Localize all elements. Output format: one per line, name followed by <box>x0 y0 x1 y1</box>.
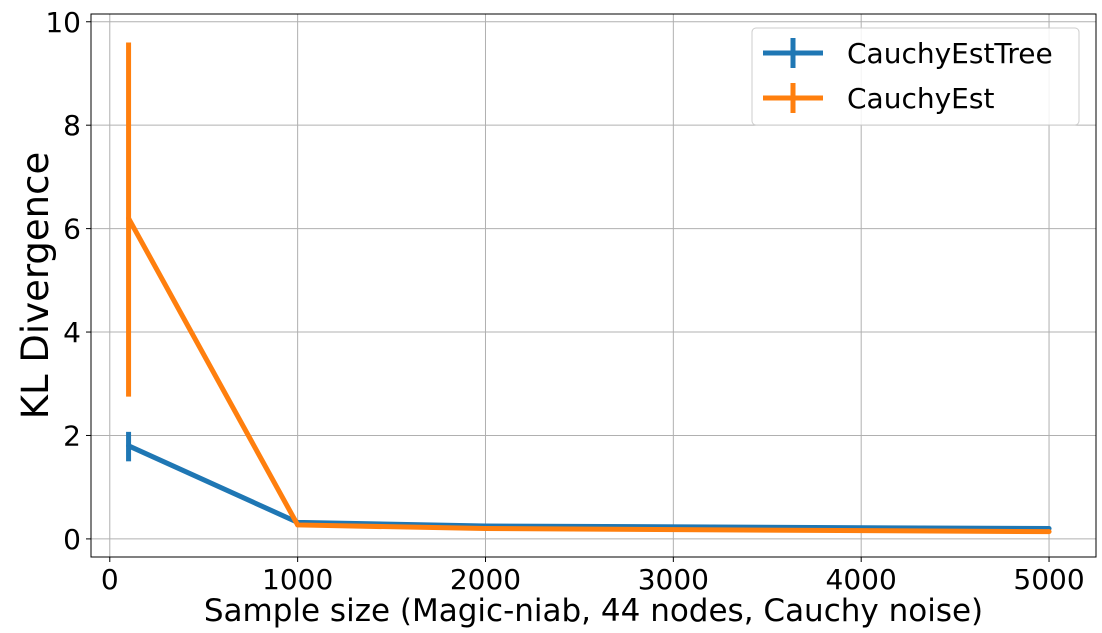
legend-box <box>751 27 1080 126</box>
data-point <box>295 522 301 528</box>
legend-label: CauchyEst <box>847 82 994 115</box>
y-tick-label: 4 <box>63 316 81 349</box>
x-tick-label: 3000 <box>638 563 709 596</box>
y-tick-label: 10 <box>45 6 81 39</box>
x-tick-label: 1000 <box>262 563 333 596</box>
legend-label: CauchyEstTree <box>847 37 1053 70</box>
data-point <box>1046 529 1052 535</box>
axis-ticks: 0 1000 2000 3000 4000 5000 0 2 4 6 8 10 <box>45 6 1084 596</box>
y-tick-label: 2 <box>63 419 81 452</box>
y-axis-title: KL Divergence <box>14 152 57 419</box>
data-point <box>126 443 132 449</box>
x-tick-label: 0 <box>101 563 119 596</box>
y-tick-label: 8 <box>63 109 81 142</box>
y-tick-label: 0 <box>63 523 81 556</box>
data-point <box>482 526 488 532</box>
x-tick-label: 2000 <box>450 563 521 596</box>
series-line <box>127 443 1050 532</box>
series-CauchyEst <box>126 42 1052 535</box>
data-point <box>126 215 132 221</box>
x-tick-label: 5000 <box>1013 563 1084 596</box>
legend: CauchyEstTree CauchyEst <box>751 27 1080 126</box>
series-line <box>126 217 1050 535</box>
y-tick-label: 6 <box>63 213 81 246</box>
x-axis-title: Sample size (Magic-niab, 44 nodes, Cauch… <box>204 593 983 629</box>
series-layer <box>126 42 1052 535</box>
plot-frame <box>90 13 1097 558</box>
series-CauchyEstTree <box>126 431 1052 532</box>
x-tick-label: 4000 <box>826 563 897 596</box>
